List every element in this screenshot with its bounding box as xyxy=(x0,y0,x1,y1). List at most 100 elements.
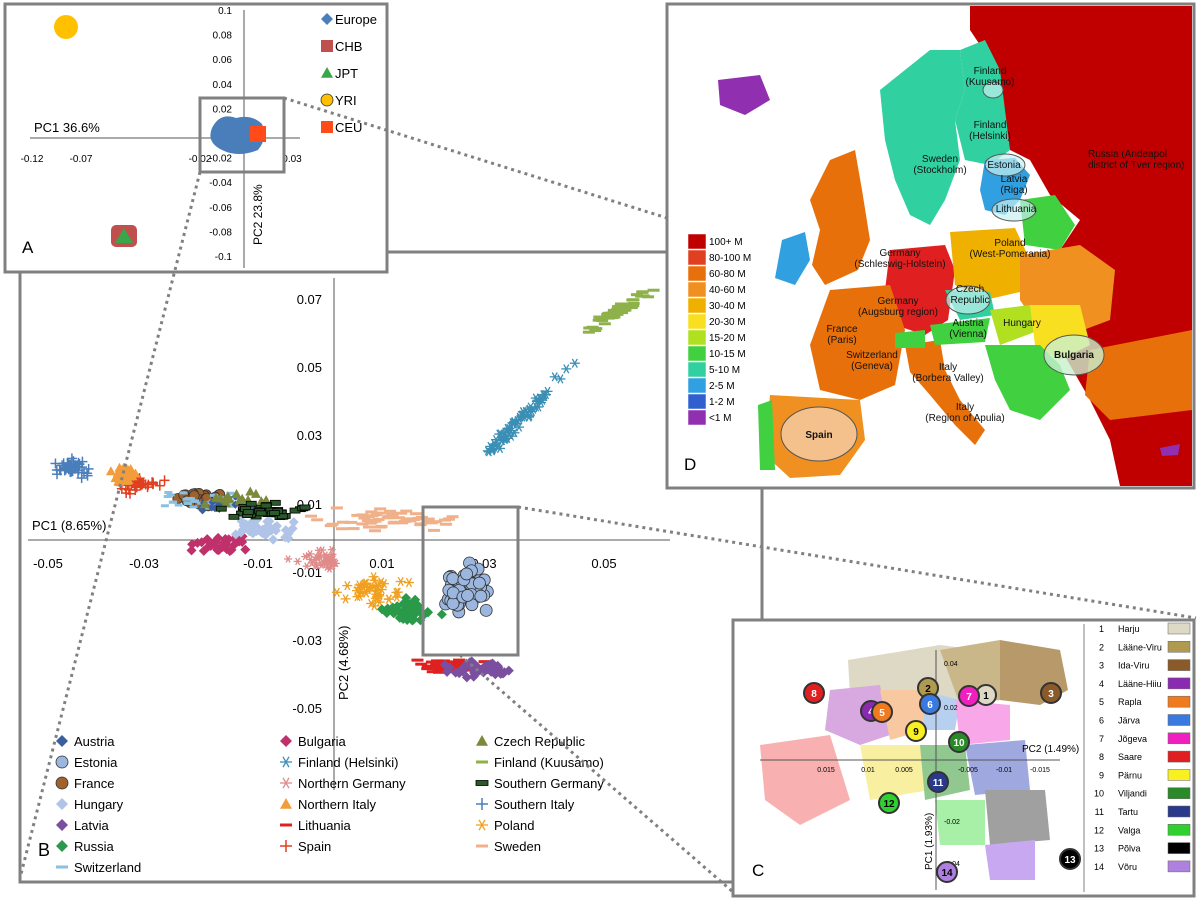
d-scale-label: 80-100 M xyxy=(709,253,751,264)
b-scatter-point xyxy=(226,544,237,555)
b-legend-label: Latvia xyxy=(74,818,109,833)
b-scatter-point xyxy=(240,544,251,555)
b-legend-marker xyxy=(475,780,489,786)
b-scatter-point xyxy=(426,670,439,674)
b-scatter-point xyxy=(198,506,207,515)
b-scatter-point xyxy=(461,672,472,683)
b-scatter-point xyxy=(494,429,505,439)
b-scatter-point xyxy=(436,609,447,620)
b-scatter-point xyxy=(311,518,324,522)
b-scatter-point xyxy=(234,495,245,505)
b-scatter-point xyxy=(159,475,170,486)
d-place-label: Austria (Vienna) xyxy=(949,318,987,340)
b-scatter-point xyxy=(446,572,460,585)
d-place-label: Sweden (Stockholm) xyxy=(913,154,966,176)
b-legend-label: Russia xyxy=(74,839,115,854)
b-scatter-point xyxy=(372,591,383,602)
b-x-tick-label: 0.01 xyxy=(369,556,394,571)
d-scale-label: 30-40 M xyxy=(709,301,746,312)
b-legend-marker xyxy=(55,776,69,790)
d-place-label: France (Paris) xyxy=(826,324,858,346)
c-legend-number: 4 xyxy=(1099,679,1104,689)
b-scatter-point xyxy=(218,538,229,549)
c-legend-name: Põlva xyxy=(1118,844,1141,854)
b-scatter-point xyxy=(635,294,648,298)
d-scale-label: 20-30 M xyxy=(709,317,746,328)
d-scale-swatch xyxy=(687,361,707,378)
b-scatter-point xyxy=(163,494,172,498)
c-county-marker xyxy=(958,685,980,707)
b-scatter-point xyxy=(123,475,134,485)
d-place-label: Italy (Borbera Valley) xyxy=(912,362,984,384)
c-x-tick-label: -0.015 xyxy=(1030,767,1050,774)
estonia-map xyxy=(760,640,1068,880)
b-scatter-point xyxy=(479,603,493,617)
b-y-tick-label: 0.03 xyxy=(297,428,322,443)
c-x-tick-label: -0.005 xyxy=(958,767,978,774)
b-scatter-point xyxy=(376,604,387,615)
c-county-marker-number: 9 xyxy=(913,727,919,738)
panel-d: 100+ M 80-100 M 60-80 M 40-60 M 30-40 M 20-30… xyxy=(665,2,1196,490)
b-y-tick-label: -0.03 xyxy=(292,633,322,648)
b-scatter-point xyxy=(263,521,274,532)
b-scatter-point xyxy=(372,580,383,591)
map-italy xyxy=(905,340,985,445)
map-germany xyxy=(885,245,955,335)
b-scatter-point xyxy=(288,517,299,528)
a-legend-marker xyxy=(321,13,333,25)
b-scatter-point xyxy=(403,577,414,588)
b-scatter-point xyxy=(325,565,334,573)
panel-b-scatter-points xyxy=(50,288,660,683)
d-place-label: Russia (Andeapol district of Tver region) xyxy=(1088,149,1185,171)
b-scatter-point xyxy=(647,288,660,292)
c-legend-number: 3 xyxy=(1099,661,1104,671)
panel-c: 0.015 0.01 0.005 -0.005 -0.01 -0.015 0.04 0.02 -… xyxy=(731,618,1196,898)
b-scatter-point xyxy=(268,534,279,545)
c-county-marker-number: 6 xyxy=(927,700,933,711)
b-legend-label: France xyxy=(74,776,114,791)
map-portugal xyxy=(758,400,775,470)
b-y-tick-label: -0.05 xyxy=(292,701,322,716)
a-legend-marker xyxy=(321,67,333,78)
c-county-marker xyxy=(803,682,825,704)
b-legend-label: Lithuania xyxy=(298,818,352,833)
b-scatter-point xyxy=(401,593,412,604)
b-legend-label: Finland (Helsinki) xyxy=(298,755,398,770)
panel-b-legend: Austria Bulgaria Czech Republic Estonia Finl… xyxy=(55,734,604,875)
d-scale-swatch xyxy=(687,345,707,362)
b-scatter-point xyxy=(202,534,213,545)
b-pc2-label: PC2 (4.68%) xyxy=(336,626,351,700)
c-legend-name: Pärnu xyxy=(1118,770,1142,780)
c-county-marker xyxy=(1040,682,1062,704)
d-place-label: Hungary xyxy=(1003,318,1041,329)
c-county-marker-number: 13 xyxy=(1064,855,1076,866)
a-legend-label: Europe xyxy=(335,12,377,27)
b-scatter-point xyxy=(368,572,379,582)
c-county-marker-number: 7 xyxy=(966,692,972,703)
panel-b-frame xyxy=(18,250,764,884)
b-scatter-point xyxy=(226,502,235,506)
b-scatter-point xyxy=(375,511,388,515)
b-scatter-point xyxy=(213,532,224,543)
c-legend-number: 8 xyxy=(1099,752,1104,762)
a-y-tick-label: -0.1 xyxy=(215,252,233,263)
b-scatter-point xyxy=(227,504,236,508)
b-scatter-point xyxy=(503,424,514,435)
c-legend-number: 5 xyxy=(1099,697,1104,707)
map-estonia-highlight xyxy=(984,153,1026,177)
county-valga-region xyxy=(935,800,985,845)
panel-d-place-labels: Finland (Kuusamo) Finland (Helsinki) Estonia… xyxy=(805,66,1184,441)
b-scatter-point xyxy=(598,322,611,326)
b-scatter-point xyxy=(400,509,413,513)
b-scatter-point xyxy=(593,315,606,319)
c-legend-number: 14 xyxy=(1094,862,1104,872)
d-scale-label: 5-10 M xyxy=(709,365,740,376)
map-spain-highlight xyxy=(780,406,858,462)
b-scatter-point xyxy=(524,411,535,421)
c-legend-swatch xyxy=(1167,769,1191,781)
c-county-marker-number: 12 xyxy=(883,799,895,810)
c-legend-number: 7 xyxy=(1099,734,1104,744)
b-scatter-point xyxy=(561,364,572,374)
b-scatter-point xyxy=(312,553,321,562)
